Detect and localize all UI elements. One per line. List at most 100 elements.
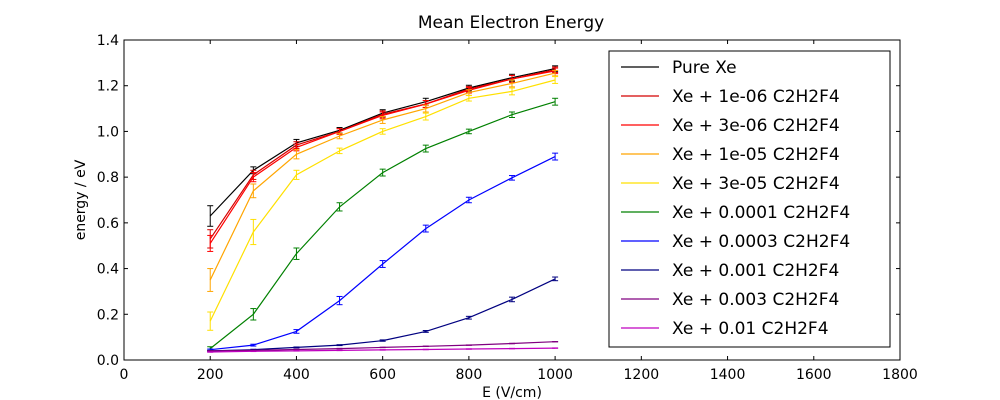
y-tick-label: 0.0 — [97, 353, 119, 369]
error-bar — [465, 315, 472, 320]
series-line — [210, 156, 556, 351]
error-bar — [465, 128, 472, 135]
error-bar — [422, 112, 429, 121]
error-bar — [379, 116, 386, 124]
legend-label: Xe + 0.001 C2H2F4 — [672, 261, 839, 281]
error-bar — [509, 175, 515, 181]
y-tick-label: 1.4 — [97, 33, 119, 49]
y-tick-label: 0.4 — [97, 262, 119, 278]
legend-label: Xe + 3e-06 C2H2F4 — [672, 116, 840, 136]
series-6 — [207, 97, 559, 351]
error-bar — [250, 183, 257, 199]
x-tick-label: 1000 — [537, 367, 573, 383]
error-bar — [422, 104, 429, 113]
x-tick-label: 1400 — [710, 367, 746, 383]
error-bar — [293, 169, 300, 180]
error-bar — [509, 79, 515, 88]
legend-item: Xe + 3e-06 C2H2F4 — [621, 116, 840, 136]
error-bar — [465, 196, 472, 204]
error-bar — [293, 247, 300, 260]
legend-label: Xe + 3e-05 C2H2F4 — [672, 174, 840, 194]
error-bar — [207, 205, 214, 227]
error-bar — [379, 260, 386, 268]
series-line — [209, 72, 556, 281]
legend-item: Xe + 0.0001 C2H2F4 — [621, 203, 850, 223]
error-bar — [552, 97, 559, 106]
series-layer — [207, 65, 559, 353]
error-bar — [207, 234, 214, 252]
series-8 — [207, 276, 559, 352]
error-bar — [422, 144, 429, 153]
error-bar — [422, 330, 429, 333]
error-bar — [250, 218, 257, 246]
legend-label: Xe + 0.0001 C2H2F4 — [672, 203, 850, 223]
x-tick-label: 1200 — [624, 367, 660, 383]
error-bar — [293, 346, 300, 349]
error-bar — [379, 128, 386, 135]
error-bar — [336, 295, 343, 306]
legend-item: Pure Xe — [621, 58, 737, 78]
error-bar — [336, 147, 343, 155]
x-axis-label: E (V/cm) — [482, 385, 542, 400]
x-tick-label: 400 — [283, 367, 310, 383]
error-bar — [552, 152, 559, 161]
series-9 — [207, 340, 559, 352]
error-bar — [422, 224, 429, 233]
x-tick-label: 800 — [456, 367, 483, 383]
x-tick-label: 600 — [369, 367, 396, 383]
legend-label: Xe + 0.003 C2H2F4 — [672, 290, 839, 310]
error-bar — [379, 168, 386, 177]
series-line — [209, 70, 556, 244]
y-tick-label: 0.6 — [97, 216, 119, 232]
ticks-layer: 0 200 400 600 800 1000 1200 1400 1600 1800 0.0 0.2 0… — [97, 33, 918, 383]
error-bar — [379, 339, 386, 342]
x-tick-label: 200 — [197, 367, 224, 383]
error-bar — [293, 329, 300, 334]
error-bar — [552, 69, 559, 77]
series-line — [209, 69, 556, 240]
x-tick-label: 0 — [120, 367, 129, 383]
error-bar — [336, 202, 343, 212]
series-line — [209, 68, 556, 217]
series-5 — [207, 76, 559, 331]
legend-item: Xe + 1e-06 C2H2F4 — [621, 87, 840, 107]
legend-label: Xe + 0.01 C2H2F4 — [672, 319, 829, 339]
legend-label: Xe + 0.0003 C2H2F4 — [672, 232, 850, 252]
series-1 — [207, 65, 559, 227]
error-bar — [336, 132, 343, 140]
legend-item: Xe + 1e-05 C2H2F4 — [621, 145, 840, 165]
legend-item: Xe + 3e-05 C2H2F4 — [621, 174, 840, 194]
legend-label: Xe + 1e-05 C2H2F4 — [672, 145, 840, 165]
error-bar — [552, 76, 559, 84]
error-bar — [465, 95, 472, 102]
error-bar — [509, 111, 515, 118]
error-bar — [250, 308, 257, 321]
series-7 — [207, 152, 559, 351]
series-2 — [207, 66, 559, 249]
legend-label: Pure Xe — [672, 58, 737, 78]
error-bar — [293, 149, 300, 160]
series-10 — [207, 347, 559, 353]
legend-label: Xe + 1e-06 C2H2F4 — [672, 87, 840, 107]
error-bar — [250, 343, 257, 347]
error-bar — [250, 172, 257, 183]
legend: Pure Xe Xe + 1e-06 C2H2F4 Xe + 3e-06 C2H2F… — [608, 50, 891, 348]
legend-item: Xe + 0.001 C2H2F4 — [621, 261, 839, 281]
chart-title: Mean Electron Energy — [418, 13, 604, 33]
x-tick-label: 1600 — [796, 367, 832, 383]
y-tick-label: 1.2 — [97, 79, 119, 95]
y-axis-label: energy / eV — [73, 159, 89, 240]
plot-frame — [123, 39, 901, 361]
error-bar — [552, 276, 559, 282]
error-bar — [207, 311, 214, 331]
y-tick-label: 0.8 — [97, 170, 119, 186]
y-tick-label: 1.0 — [97, 124, 119, 140]
error-bar — [509, 87, 515, 96]
legend-box — [608, 50, 891, 348]
error-bar — [207, 268, 214, 292]
error-bar — [336, 344, 343, 347]
legend-item: Xe + 0.003 C2H2F4 — [621, 290, 839, 310]
y-tick-label: 0.2 — [97, 307, 119, 323]
legend-item: Xe + 0.01 C2H2F4 — [621, 319, 829, 339]
